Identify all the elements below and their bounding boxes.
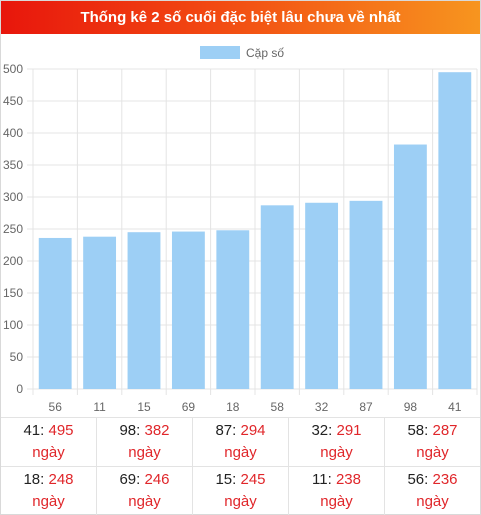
x-tick-label: 11 [93, 400, 106, 414]
stat-pair: 32 [311, 422, 329, 439]
stat-cell: 18: 248 ngày [1, 467, 97, 515]
bar [393, 144, 427, 389]
stat-days: 238 [335, 471, 361, 488]
bar [260, 205, 294, 389]
stat-pair: 87 [215, 422, 233, 439]
y-tick-label: 400 [3, 126, 23, 140]
stats-row: 18: 248 ngày 69: 246 ngày 15: 245 ngày 1… [1, 466, 480, 515]
x-tick-label: 41 [448, 400, 462, 414]
bar-chart: Cặp số 0 50 100 150 200 250 300 350 400 450 500 56 11… [1, 35, 480, 417]
x-tick-label: 69 [182, 400, 196, 414]
stat-pair: 98 [119, 422, 137, 439]
y-tick-label: 300 [3, 190, 23, 204]
stat-days: 236 [432, 471, 458, 488]
x-tick-label: 18 [226, 400, 240, 414]
stat-cell: 11: 238 ngày [289, 467, 385, 515]
stat-days: 495 [48, 422, 74, 439]
stat-pair: 15 [215, 471, 233, 488]
stats-table: 41: 495 ngày 98: 382 ngày 87: 294 ngày 3… [1, 417, 480, 515]
stat-pair: 58 [407, 422, 425, 439]
y-tick-label: 0 [16, 382, 23, 396]
stat-unit: ngày [32, 493, 65, 510]
stat-unit: ngày [320, 444, 353, 461]
legend-swatch [200, 46, 240, 59]
stat-cell: 41: 495 ngày [1, 418, 97, 466]
bar-chart-svg: Cặp số 0 50 100 150 200 250 300 350 400 450 500 56 11… [3, 46, 478, 414]
x-tick-label: 32 [315, 400, 329, 414]
bar [216, 230, 250, 389]
stat-cell: 98: 382 ngày [97, 418, 193, 466]
stat-days: 248 [48, 471, 74, 488]
stat-pair: 56 [407, 471, 425, 488]
stat-days: 246 [144, 471, 170, 488]
stat-pair: 69 [119, 471, 137, 488]
stat-unit: ngày [320, 493, 353, 510]
bar [438, 72, 472, 389]
bar [305, 202, 339, 389]
stat-pair: 41 [23, 422, 41, 439]
legend-label: Cặp số [246, 46, 284, 60]
y-tick-label: 450 [3, 94, 23, 108]
y-tick-label: 250 [3, 222, 23, 236]
stats-row: 41: 495 ngày 98: 382 ngày 87: 294 ngày 3… [1, 417, 480, 466]
stat-cell: 15: 245 ngày [193, 467, 289, 515]
bar [38, 237, 72, 389]
stat-days: 294 [240, 422, 266, 439]
stat-pair: 18 [23, 471, 41, 488]
y-tick-label: 500 [3, 62, 23, 76]
stat-cell: 87: 294 ngày [193, 418, 289, 466]
stat-cell: 32: 291 ngày [289, 418, 385, 466]
stat-days: 382 [144, 422, 170, 439]
bar [83, 236, 117, 389]
stat-days: 291 [336, 422, 362, 439]
x-tick-label: 15 [137, 400, 151, 414]
stat-pair: 11 [312, 471, 328, 488]
stat-unit: ngày [128, 493, 161, 510]
stat-unit: ngày [224, 444, 257, 461]
stat-unit: ngày [224, 493, 257, 510]
y-tick-label: 100 [3, 318, 23, 332]
stat-cell: 58: 287 ngày [407, 422, 458, 461]
y-tick-label: 50 [10, 350, 24, 364]
x-tick-label: 58 [271, 400, 285, 414]
y-tick-label: 150 [3, 286, 23, 300]
stat-cell: 56: 236 ngày [407, 471, 458, 510]
x-tick-label: 98 [404, 400, 418, 414]
bar [127, 232, 161, 389]
panel-title: Thống kê 2 số cuối đặc biệt lâu chưa về … [1, 1, 480, 34]
y-tick-label: 200 [3, 254, 23, 268]
stat-unit: ngày [416, 444, 449, 461]
bar [349, 200, 383, 389]
stat-days: 287 [432, 422, 458, 439]
stat-unit: ngày [416, 493, 449, 510]
x-tick-label: 87 [359, 400, 373, 414]
stat-unit: ngày [32, 444, 65, 461]
stat-unit: ngày [128, 444, 161, 461]
y-tick-label: 350 [3, 158, 23, 172]
stat-cell: 69: 246 ngày [97, 467, 193, 515]
stat-days: 245 [240, 471, 266, 488]
bar [171, 231, 205, 389]
x-tick-label: 56 [49, 400, 63, 414]
